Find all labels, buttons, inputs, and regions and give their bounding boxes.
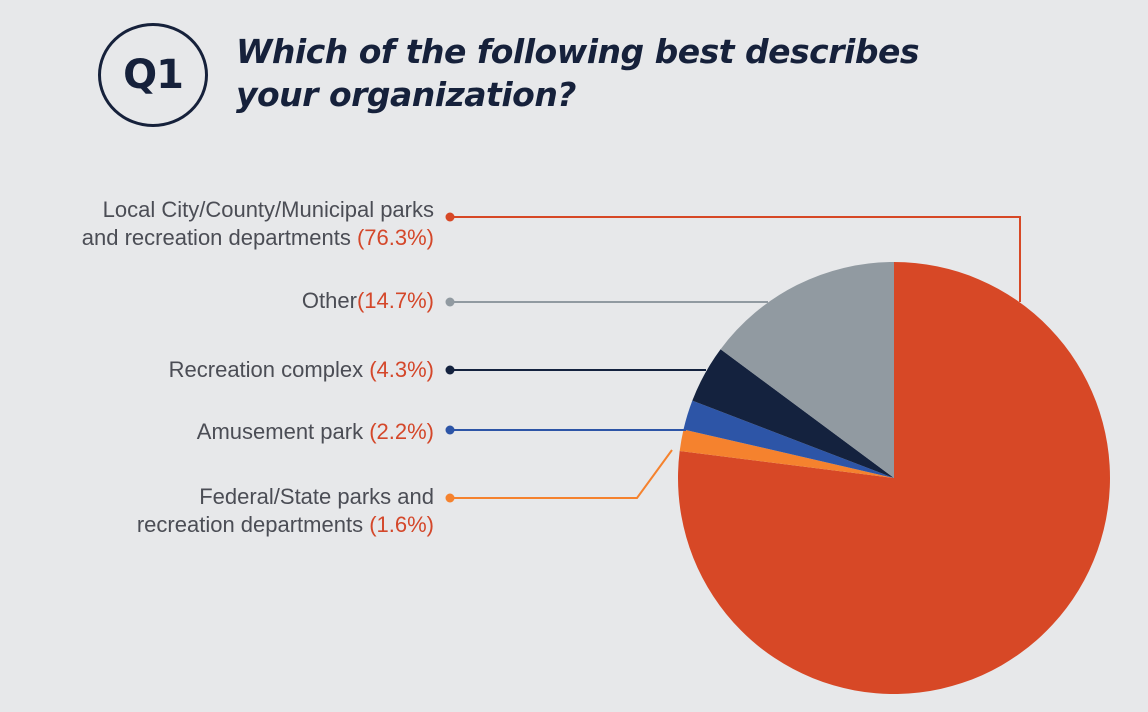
question-badge: Q1 (98, 23, 208, 127)
legend-amusement-park-name: Amusement park (196, 419, 364, 444)
pie-slice-other (720, 262, 894, 478)
pie-slice-amusement-park (683, 400, 894, 478)
legend-label-amusement-park: Amusement park (2.2%) (197, 418, 434, 446)
legend-label-local-parks: Local City/County/Municipal parks and re… (82, 196, 434, 252)
legend-other-name: Other (301, 288, 357, 313)
legend-local-parks-line2: and recreation departments (81, 225, 351, 250)
legend-recreation-complex-percent: (4.3%) (369, 357, 434, 382)
legend-amusement-park-percent: (2.2%) (369, 419, 434, 444)
pie-slice-local-parks (677, 262, 1110, 695)
legend-local-parks-percent: (76.3%) (356, 225, 434, 250)
legend-recreation-complex-name: Recreation complex (168, 357, 364, 382)
legend-other-percent: (14.7%) (356, 288, 434, 313)
legend-federal-state-percent: (1.6%) (369, 512, 434, 537)
legend-label-federal-state: Federal/State parks and recreation depar… (137, 483, 434, 539)
leader-dot-local-parks (445, 212, 455, 222)
pie-slice-recreation-complex (692, 349, 894, 478)
leader-dot-federal-state (445, 493, 455, 503)
question-title: Which of the following best describes yo… (236, 32, 919, 114)
legend-label-other: Other(14.7%) (302, 287, 434, 315)
legend-federal-state-line2: recreation departments (136, 512, 364, 537)
leader-line-federal-state (450, 449, 673, 499)
legend-local-parks-line1: Local City/County/Municipal parks (102, 197, 434, 222)
pie-slices (677, 262, 1110, 695)
legend-federal-state-line1: Federal/State parks and (199, 484, 434, 509)
question-number: Q1 (123, 52, 184, 98)
legend-label-recreation-complex: Recreation complex (4.3%) (169, 356, 434, 384)
leader-line-local-parks (450, 216, 1021, 302)
pie-slice-federal-state (679, 429, 894, 478)
leader-dot-other (445, 297, 455, 307)
leader-dot-amusement-park (445, 425, 455, 435)
leader-lines (445, 212, 1021, 503)
leader-dot-recreation-complex (445, 365, 455, 375)
